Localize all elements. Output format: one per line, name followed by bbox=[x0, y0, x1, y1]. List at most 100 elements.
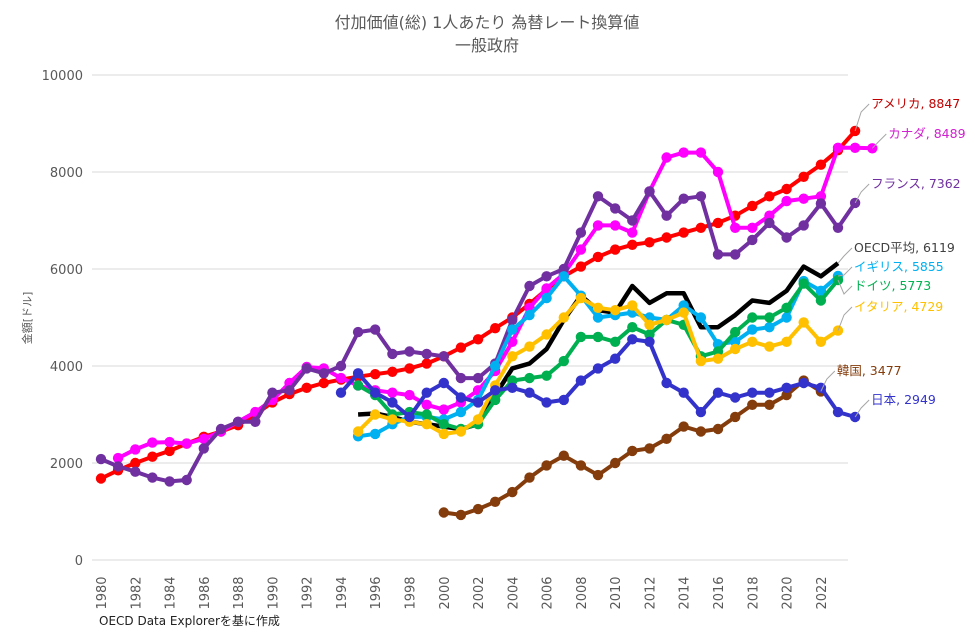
series-label: イタリア, 4729 bbox=[854, 299, 943, 314]
data-point bbox=[678, 421, 689, 432]
data-point bbox=[387, 414, 398, 425]
data-point bbox=[130, 466, 141, 477]
x-tick-label: 2020 bbox=[781, 576, 796, 609]
data-point bbox=[678, 193, 689, 204]
data-point bbox=[352, 326, 364, 338]
data-point bbox=[730, 336, 741, 347]
data-point bbox=[541, 397, 552, 408]
data-point bbox=[404, 346, 415, 357]
data-point bbox=[455, 406, 467, 418]
data-point bbox=[284, 385, 295, 396]
data-point bbox=[644, 336, 655, 347]
data-point bbox=[832, 222, 844, 233]
data-point bbox=[575, 227, 587, 238]
data-point bbox=[764, 322, 775, 333]
data-point bbox=[164, 476, 175, 487]
data-point bbox=[747, 312, 758, 323]
data-point bbox=[627, 215, 638, 226]
data-point bbox=[575, 292, 587, 304]
data-point bbox=[815, 295, 827, 306]
data-point bbox=[318, 368, 329, 379]
data-point bbox=[781, 382, 792, 393]
data-point bbox=[627, 334, 638, 345]
data-point bbox=[764, 387, 775, 398]
data-point bbox=[181, 438, 192, 449]
x-tick-label: 2012 bbox=[643, 576, 658, 609]
data-point bbox=[558, 450, 569, 461]
data-point bbox=[644, 443, 655, 454]
data-point bbox=[490, 496, 501, 507]
data-point bbox=[404, 363, 415, 374]
data-point bbox=[421, 419, 432, 430]
y-tick-label: 6000 bbox=[50, 263, 83, 278]
data-point bbox=[472, 503, 484, 515]
data-point bbox=[627, 445, 638, 457]
data-point bbox=[592, 469, 604, 481]
data-point bbox=[507, 314, 518, 326]
data-point bbox=[507, 375, 518, 386]
data-point bbox=[352, 368, 364, 379]
data-point bbox=[541, 370, 552, 381]
data-point bbox=[747, 222, 758, 233]
x-tick-label: 2006 bbox=[541, 576, 556, 609]
data-point bbox=[301, 363, 312, 374]
data-point bbox=[164, 445, 175, 457]
data-point bbox=[610, 336, 621, 347]
series-日本 bbox=[335, 334, 861, 423]
data-point bbox=[592, 191, 604, 202]
data-point bbox=[592, 363, 604, 374]
data-point bbox=[781, 183, 792, 195]
data-point bbox=[575, 331, 587, 343]
series-label: 日本, 2949 bbox=[871, 392, 936, 407]
data-point bbox=[798, 220, 809, 231]
data-point bbox=[490, 360, 501, 372]
data-point bbox=[455, 509, 467, 521]
x-tick-label: 1990 bbox=[266, 576, 281, 609]
data-point bbox=[575, 261, 587, 272]
label-leader bbox=[837, 306, 853, 331]
data-point bbox=[147, 437, 158, 448]
data-point bbox=[472, 334, 484, 345]
data-point bbox=[815, 198, 827, 209]
data-point bbox=[678, 147, 689, 158]
data-point bbox=[764, 399, 775, 410]
data-point bbox=[644, 329, 655, 340]
data-point bbox=[781, 195, 792, 207]
data-point bbox=[130, 444, 141, 455]
data-point bbox=[232, 416, 244, 427]
data-point bbox=[730, 411, 741, 423]
data-point bbox=[747, 200, 758, 212]
data-point bbox=[781, 336, 792, 347]
data-point bbox=[644, 186, 655, 197]
data-point bbox=[95, 453, 107, 465]
x-tick-label: 1984 bbox=[164, 576, 179, 609]
data-point bbox=[438, 404, 449, 415]
x-tick-label: 2014 bbox=[678, 576, 693, 609]
y-tick-label: 10000 bbox=[42, 69, 83, 84]
data-point bbox=[507, 382, 518, 393]
x-tick-label: 2002 bbox=[472, 576, 487, 609]
data-point bbox=[198, 443, 209, 454]
series-labels: アメリカ, 8847 カナダ, 8489 フランス, 7362 OECD平均, 611… bbox=[820, 96, 966, 418]
data-point bbox=[798, 377, 809, 389]
data-point bbox=[644, 319, 655, 330]
series-label: 韓国, 3477 bbox=[837, 363, 902, 378]
data-point bbox=[764, 217, 775, 229]
x-tick-label: 1992 bbox=[301, 576, 316, 609]
data-point bbox=[849, 142, 861, 153]
data-point bbox=[490, 385, 501, 396]
data-point bbox=[438, 351, 449, 362]
data-point bbox=[490, 394, 501, 406]
x-tick-label: 1980 bbox=[95, 576, 110, 609]
data-point bbox=[387, 348, 398, 360]
x-tick-label: 2022 bbox=[815, 576, 830, 609]
data-point bbox=[610, 220, 621, 231]
label-leader bbox=[871, 133, 887, 149]
x-axis-ticks: 1980 1982 1984 1986 1988 1990 1992 1994 1996 1998… bbox=[95, 576, 830, 609]
data-point bbox=[644, 237, 655, 248]
data-point bbox=[421, 399, 432, 410]
label-leader bbox=[837, 266, 853, 277]
y-tick-label: 4000 bbox=[50, 360, 83, 375]
data-point bbox=[524, 309, 535, 321]
x-tick-label: 1994 bbox=[335, 576, 350, 609]
